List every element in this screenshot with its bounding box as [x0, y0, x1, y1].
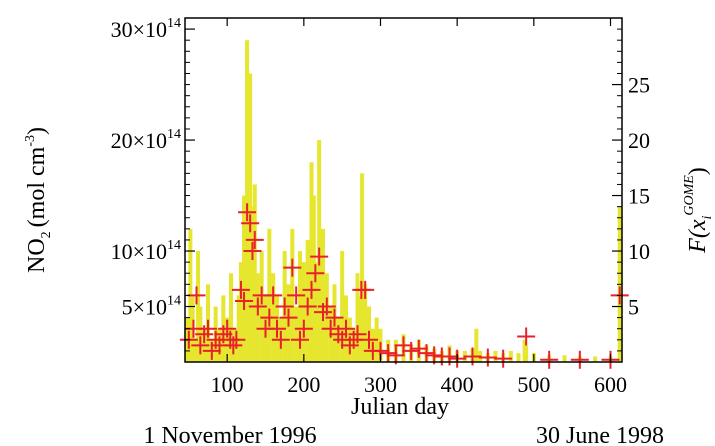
data-cross	[517, 327, 536, 346]
data-cross	[279, 308, 298, 327]
data-cross	[291, 330, 309, 349]
x-axis-ticks: 100 200 300 400 500 600	[211, 18, 627, 397]
data-cross	[241, 214, 260, 233]
data-cross	[294, 319, 313, 338]
data-bar	[363, 284, 368, 362]
right-axis-ticks: 5 10 15 20 25	[612, 28, 650, 352]
x-tick-label: 200	[287, 372, 320, 397]
data-cross	[478, 348, 497, 367]
data-bar	[340, 251, 345, 362]
left-tick-label: 5×1014	[122, 294, 181, 320]
data-bar	[357, 295, 362, 362]
right-tick-label: 20	[628, 128, 650, 153]
red-cross-series	[179, 203, 629, 369]
data-bar	[294, 306, 299, 362]
data-cross	[463, 347, 482, 366]
right-tick-label: 15	[628, 184, 650, 209]
left-axis-title: NO2(mol cm-3)	[23, 127, 54, 273]
data-cross	[348, 325, 367, 344]
data-cross	[187, 286, 206, 305]
data-cross	[337, 319, 355, 338]
data-cross	[238, 203, 257, 222]
data-bar	[508, 350, 513, 362]
data-bar	[242, 195, 247, 362]
data-cross	[360, 330, 378, 349]
end-date-label: 30 June 1998	[536, 423, 664, 446]
left-tick-label: 30×1014	[111, 16, 181, 42]
data-cross	[302, 280, 321, 299]
data-bar	[355, 273, 360, 362]
start-date-label: 1 November 1996	[143, 423, 316, 446]
data-cross	[243, 242, 262, 261]
data-cross	[248, 297, 267, 316]
data-cross	[231, 280, 250, 299]
data-bar	[516, 353, 521, 362]
data-bar	[192, 339, 197, 362]
data-bar	[196, 251, 201, 362]
data-cross	[298, 297, 317, 316]
data-cross	[317, 297, 336, 316]
x-tick-label: 600	[594, 372, 627, 397]
data-bar	[255, 273, 260, 362]
data-cross	[260, 308, 279, 327]
data-bar	[311, 195, 316, 362]
data-cross	[275, 297, 294, 316]
data-bar	[493, 350, 498, 362]
data-cross	[440, 347, 459, 366]
data-bar	[309, 162, 314, 362]
data-cross	[245, 230, 264, 249]
data-bar	[229, 273, 233, 362]
plot-frame	[184, 17, 623, 363]
data-cross	[218, 319, 237, 338]
data-cross	[570, 350, 589, 369]
data-cross	[306, 264, 325, 283]
data-bar	[252, 184, 257, 362]
data-cross	[417, 344, 436, 363]
data-cross	[540, 350, 559, 369]
data-bar	[360, 173, 365, 362]
x-tick-label: 300	[364, 372, 397, 397]
x-tick-label: 400	[441, 372, 474, 397]
data-cross	[310, 247, 329, 266]
data-bar	[236, 295, 241, 362]
x-tick-label: 500	[517, 372, 550, 397]
data-cross	[271, 330, 290, 349]
data-cross	[494, 349, 513, 368]
data-bar	[474, 328, 479, 362]
right-tick-label: 10	[628, 239, 650, 264]
left-tick-label: 10×1014	[111, 238, 181, 264]
yellow-bar-series	[185, 40, 622, 363]
data-cross	[409, 339, 428, 358]
data-cross	[191, 336, 210, 355]
data-cross	[379, 344, 398, 363]
left-axis-ticks: 5×1014 10×1014 20×1014 30×1014	[111, 16, 195, 352]
data-cross	[283, 258, 302, 277]
data-cross	[402, 341, 421, 360]
right-axis-title: F(xiGOME)	[682, 167, 715, 254]
data-cross	[356, 280, 375, 299]
data-cross	[325, 308, 344, 327]
right-tick-label: 25	[628, 73, 650, 98]
right-tick-label: 5	[628, 295, 639, 320]
data-bar	[524, 345, 529, 362]
data-bar	[321, 228, 325, 362]
data-bar	[250, 206, 255, 362]
data-bar	[238, 262, 243, 362]
data-cross	[287, 286, 306, 305]
data-bar	[301, 262, 306, 362]
data-cross	[264, 286, 283, 305]
data-bar	[593, 356, 598, 362]
x-axis-title: Julian day	[351, 394, 449, 420]
left-tick-label: 20×1014	[111, 127, 181, 153]
data-cross	[235, 291, 254, 310]
data-bar	[562, 355, 567, 362]
data-cross	[199, 319, 217, 338]
data-cross	[227, 330, 246, 349]
data-cross	[268, 319, 286, 338]
x-tick-label: 100	[211, 372, 244, 397]
